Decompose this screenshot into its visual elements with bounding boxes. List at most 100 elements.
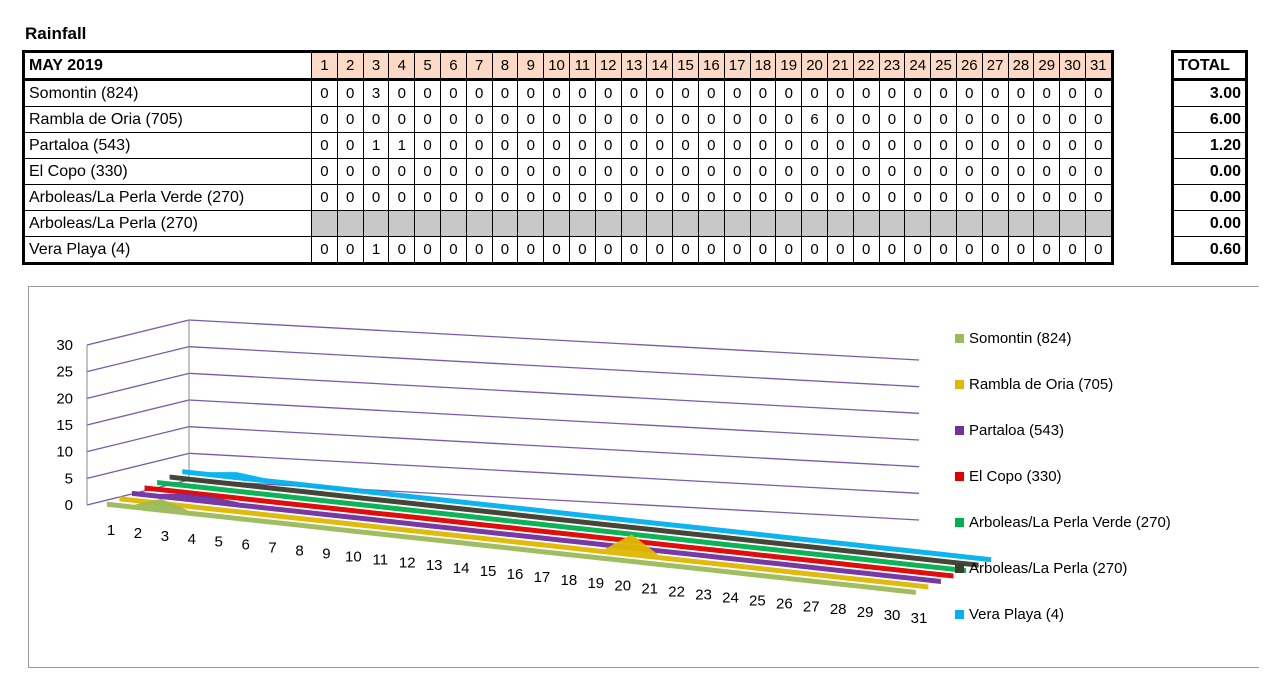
- rain-value: 0: [955, 106, 983, 133]
- rain-value: 0: [955, 132, 983, 159]
- rain-value: 0: [646, 132, 674, 159]
- x-tick-label: 2: [134, 525, 142, 542]
- rain-value: 0: [388, 79, 416, 107]
- rain-value: 0: [697, 106, 725, 133]
- total-value: 0.00: [1172, 210, 1247, 237]
- y-gridline-back: [188, 319, 920, 361]
- total-row: 3.00: [1172, 79, 1247, 107]
- y-tick-label: 30: [56, 337, 73, 354]
- rain-value: 0: [749, 158, 777, 185]
- rain-value: 0: [1033, 236, 1061, 264]
- rain-value: 0: [568, 79, 596, 107]
- rain-value: 0: [336, 79, 364, 107]
- rain-value: 0: [775, 79, 803, 107]
- no-data-cell: [543, 210, 570, 237]
- no-data-cell: [697, 210, 725, 237]
- y-gridline-side: [86, 426, 190, 453]
- month-header: MAY 2019: [23, 51, 312, 81]
- no-data-cell: [775, 210, 803, 237]
- rain-value: 0: [749, 106, 777, 133]
- rain-value: 0: [517, 106, 545, 133]
- no-data-cell: [439, 210, 467, 237]
- rain-value: 0: [672, 158, 699, 185]
- day-header: 15: [672, 51, 699, 81]
- no-data-cell: [1033, 210, 1061, 237]
- no-data-cell: [878, 210, 906, 237]
- rain-value: 0: [543, 132, 570, 159]
- legend-swatch: [955, 610, 964, 619]
- no-data-cell: [517, 210, 545, 237]
- rain-value: 0: [1059, 79, 1086, 107]
- rain-value: 0: [594, 132, 622, 159]
- table-row: Arboleas/La Perla Verde (270) 0 0 0 0 0 0 0 0 0 0 0…: [23, 184, 1113, 211]
- rain-value: 0: [930, 158, 957, 185]
- day-header: 23: [878, 51, 906, 81]
- no-data-cell: [723, 210, 751, 237]
- x-tick-label: 18: [561, 572, 578, 589]
- rain-value: 0: [904, 236, 932, 264]
- rain-value: 0: [1084, 236, 1113, 264]
- rain-value: 0: [620, 132, 648, 159]
- rain-value: 0: [826, 132, 854, 159]
- rain-value: 0: [543, 79, 570, 107]
- day-header: 4: [388, 51, 416, 81]
- no-data-cell: [955, 210, 983, 237]
- table-row: Arboleas/La Perla (270): [23, 210, 1113, 237]
- no-data-cell: [749, 210, 777, 237]
- y-tick-label: 5: [65, 470, 73, 487]
- rain-value: 0: [388, 106, 416, 133]
- rain-value: 0: [1059, 158, 1086, 185]
- rain-value: 0: [594, 158, 622, 185]
- rain-value: 0: [362, 158, 390, 185]
- rain-value: 0: [1007, 79, 1035, 107]
- day-header: 5: [414, 51, 441, 81]
- rain-value: 0: [465, 106, 493, 133]
- rain-value: 0: [878, 184, 906, 211]
- rain-value: 0: [311, 236, 338, 264]
- rain-value: 0: [801, 236, 828, 264]
- rain-value: 0: [904, 184, 932, 211]
- day-header: 19: [775, 51, 803, 81]
- legend-swatch: [955, 518, 964, 527]
- x-tick-label: 15: [480, 563, 497, 580]
- rain-value: 0: [517, 158, 545, 185]
- rain-value: 0: [491, 236, 519, 264]
- rain-value: 0: [955, 79, 983, 107]
- no-data-cell: [1084, 210, 1113, 237]
- x-tick-label: 5: [215, 534, 223, 551]
- rain-value: 0: [878, 132, 906, 159]
- total-row: 0.00: [1172, 210, 1247, 237]
- x-tick-label: 8: [295, 543, 303, 560]
- rainfall-table: MAY 2019 1 2 3 4 5 6 7 8 9 10 11 12 13 14 15 16 17 18 19 20…: [22, 50, 1114, 265]
- table-row: Vera Playa (4) 0 0 1 0 0 0 0 0 0 0 0 0 0 0 0 0 0 0 0 0 0 0 0 0 0 0…: [23, 236, 1113, 264]
- rain-value: 0: [1033, 79, 1061, 107]
- rain-value: 0: [594, 79, 622, 107]
- y-gridline-side: [86, 452, 190, 479]
- rain-value: 0: [826, 184, 854, 211]
- no-data-cell: [336, 210, 364, 237]
- rain-value: 0: [517, 236, 545, 264]
- rain-value: 0: [852, 106, 880, 133]
- legend-item: Rambla de Oria (705): [955, 376, 1113, 393]
- day-header: 17: [723, 51, 751, 81]
- legend-label: Somontin (824): [969, 330, 1072, 347]
- rain-value: 0: [955, 184, 983, 211]
- rain-value: 0: [981, 236, 1009, 264]
- x-tick-label: 9: [322, 545, 330, 562]
- rain-value: 0: [594, 236, 622, 264]
- x-tick-label: 11: [373, 551, 389, 568]
- rain-value: 0: [981, 158, 1009, 185]
- rain-value: 0: [439, 132, 467, 159]
- site-name: Rambla de Oria (705): [23, 106, 312, 133]
- rain-value: 0: [311, 79, 338, 107]
- legend-swatch: [955, 380, 964, 389]
- rain-value: 0: [775, 236, 803, 264]
- rain-value: 3: [362, 79, 390, 107]
- no-data-cell: [852, 210, 880, 237]
- day-header: 10: [543, 51, 570, 81]
- rain-value: 0: [439, 236, 467, 264]
- rain-value: 0: [801, 79, 828, 107]
- rain-value: 0: [439, 184, 467, 211]
- rain-value: 0: [801, 184, 828, 211]
